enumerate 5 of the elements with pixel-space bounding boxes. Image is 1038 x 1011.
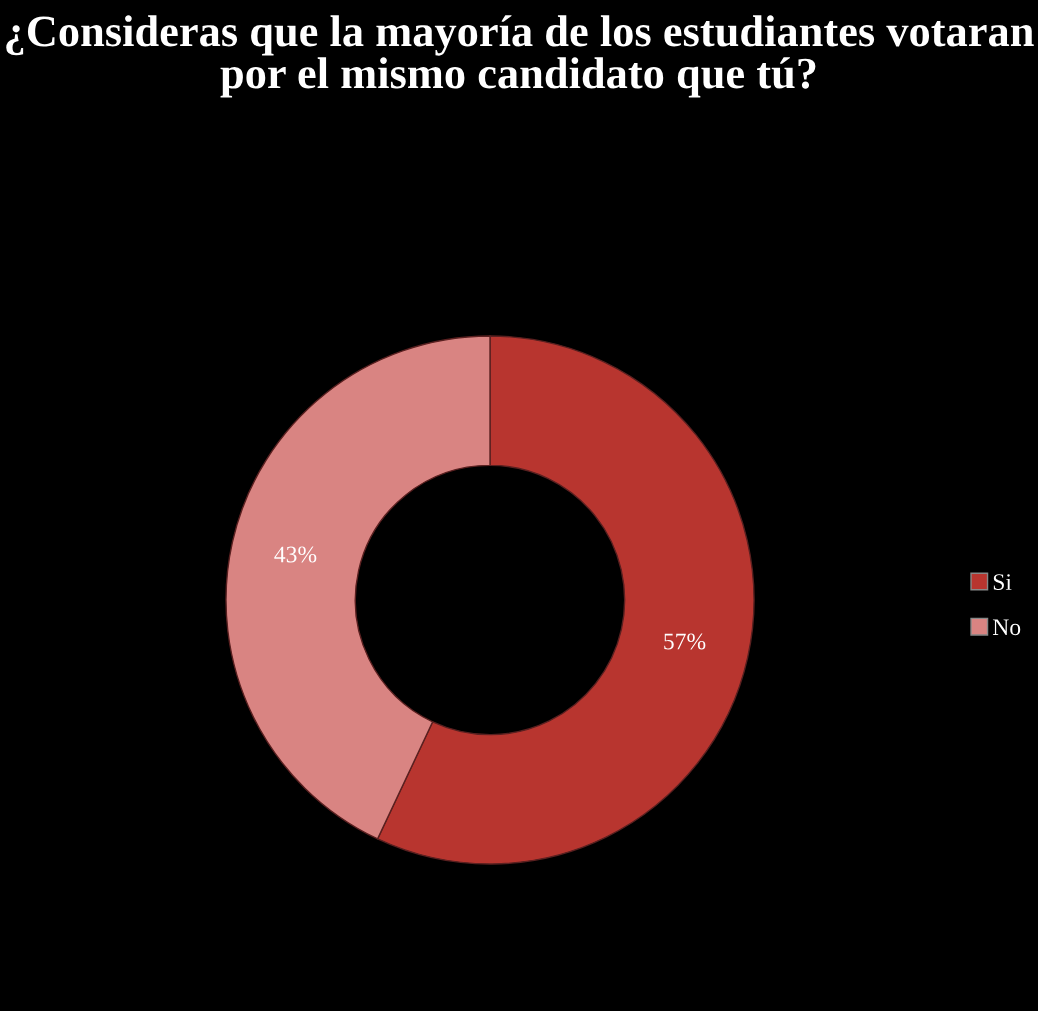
data-label: 43%	[274, 546, 317, 563]
legend-label: No	[992, 619, 1021, 636]
data-label: 57%	[664, 633, 706, 650]
legend-label: Si	[993, 574, 1012, 590]
chart-title: ¿Consideras que la mayoría de los estudiantes votaran por el mismo candidato que tú?	[6, 15, 1034, 98]
